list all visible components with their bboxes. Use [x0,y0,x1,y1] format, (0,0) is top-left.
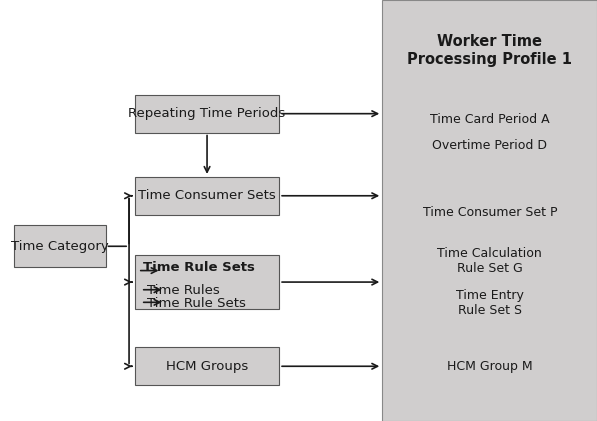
Text: Time Entry
Rule Set S: Time Entry Rule Set S [456,289,524,317]
Text: Time Rules: Time Rules [147,284,220,297]
Text: HCM Group M: HCM Group M [447,360,533,373]
FancyBboxPatch shape [135,255,279,309]
Text: Time Calculation
Rule Set G: Time Calculation Rule Set G [438,247,542,275]
FancyBboxPatch shape [135,347,279,385]
Text: Repeating Time Periods: Repeating Time Periods [128,107,286,120]
Text: Worker Time
Processing Profile 1: Worker Time Processing Profile 1 [407,35,573,67]
Text: Time Rule Sets: Time Rule Sets [147,298,245,310]
FancyBboxPatch shape [14,225,106,267]
Text: HCM Groups: HCM Groups [166,360,248,373]
Text: Time Card Period A: Time Card Period A [430,114,550,126]
Text: Time Rule Sets: Time Rule Sets [143,261,254,274]
Text: Time Consumer Sets: Time Consumer Sets [138,189,276,202]
Text: Time Category: Time Category [11,240,109,253]
Text: Overtime Period D: Overtime Period D [432,139,547,152]
Text: Time Consumer Set P: Time Consumer Set P [423,206,557,219]
FancyBboxPatch shape [135,95,279,133]
FancyBboxPatch shape [382,0,597,421]
FancyBboxPatch shape [135,177,279,215]
